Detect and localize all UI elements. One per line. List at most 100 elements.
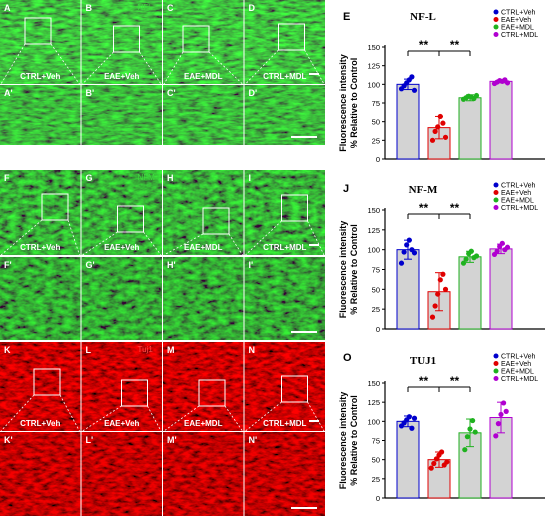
y-tick-label: 25 [372,136,380,145]
y-tick-label: 125 [367,398,380,407]
data-point [429,314,436,320]
panel-letter: F' [4,260,12,270]
zoom-guide-line [143,231,162,256]
group-label: CTRL+Veh [20,243,60,252]
data-point [398,260,405,266]
y-tick-label: 150 [367,206,380,215]
legend-label: CTRL+MDL [501,32,538,39]
y-tick-label: 125 [367,62,380,71]
data-point [406,414,412,420]
panel-letter: I [249,173,252,183]
data-point [467,426,473,432]
micrograph-texture [0,342,81,431]
panel-letter: K [4,345,11,355]
y-tick-label: 0 [376,494,380,503]
zoom-box [182,25,210,53]
y-axis-label: % Relative to Control [349,58,359,149]
legend-marker [493,190,499,195]
y-tick-label: 0 [376,325,380,334]
zoom-guide-line [50,43,80,85]
legend-label: CTRL+Veh [501,10,536,17]
y-tick-label: 25 [372,305,380,314]
micrograph-texture [244,170,325,255]
panel-letter: C [167,3,174,13]
chart-title: NF-L [410,11,436,23]
y-axis-label: % Relative to Control [349,395,359,486]
panel-letter: A [4,3,11,13]
legend-label: EAE+Veh [501,190,531,197]
legend-marker [493,182,499,188]
micrograph-group-tuj1: K CTRL+Veh L EAE+Veh M EAE+MDL N CTRL+MDL Tuj1 K'… [0,342,325,516]
panel-letter: D' [249,88,258,98]
group-label: CTRL+Veh [20,419,60,428]
zoom-guide-line [245,220,282,256]
chart-title: NF-M [409,184,438,196]
data-point [442,134,449,140]
y-tick-label: 50 [372,456,380,465]
micrograph-texture [81,170,162,255]
zoom-box [33,368,61,396]
panel-letter: H' [167,260,176,270]
zoom-box [278,23,305,51]
panel-letter: M [167,345,175,355]
micrograph-zoom-texture [81,257,162,340]
y-tick-label: 100 [367,80,380,89]
zoom-guide-line [224,405,243,432]
group-label: EAE+Veh [104,72,139,81]
panel-letter: I' [249,260,254,270]
group-label: CTRL+MDL [263,419,306,428]
zoom-guide-line [139,51,162,85]
zoom-box [281,375,308,403]
micrograph-texture [0,0,81,84]
y-tick-label: 50 [372,118,380,127]
zoom-guide-line [82,51,114,85]
legend-marker [493,24,499,30]
data-point [495,421,501,427]
panel-letter: O [343,352,352,364]
legend-marker [493,376,499,381]
zoom-guide-line [163,405,200,432]
micrograph-texture [244,0,325,84]
y-tick-label: 75 [372,99,380,108]
y-tick-label: 0 [376,155,380,164]
y-tick-label: 100 [367,246,380,255]
group-label: EAE+MDL [184,243,223,252]
zoom-box [121,379,148,407]
panel-letter: A' [4,88,13,98]
legend-label: CTRL+Veh [501,183,536,190]
legend-label: EAE+Veh [501,17,531,24]
legend-marker [493,9,499,15]
data-point [473,253,480,259]
panel-letter: D [249,3,256,13]
data-point [437,113,443,120]
stain-label: Tuj1 [138,345,154,354]
legend-marker [493,353,499,359]
micrograph-zoom-texture [244,432,325,516]
chart-nf-m: 0 25 50 75 100 125 150 Fluorescence intensity% … [338,182,545,334]
data-point [439,449,445,455]
data-point [429,137,436,143]
data-point [440,271,446,277]
legend-label: EAE+MDL [501,198,534,205]
y-tick-label: 150 [367,379,380,388]
micrograph-zoom-texture [244,257,325,340]
data-point [442,286,449,292]
zoom-box [41,193,69,221]
data-point [494,248,500,254]
panel-letter: H [167,173,174,183]
data-point [409,425,415,431]
zoom-guide-line [304,49,325,85]
stain-label: NFM [138,173,156,182]
zoom-guide-line [163,233,204,256]
data-point [435,124,441,130]
zoom-guide-line [307,401,325,432]
micrograph-zoom-texture [244,85,325,145]
zoom-guide-line [0,219,43,256]
y-axis-label: Fluorescence intensity [338,221,348,319]
data-point [411,250,418,256]
group-label: EAE+Veh [104,243,139,252]
micrograph-zoom-texture [81,85,162,145]
data-point [406,237,412,243]
panel-letter: G' [86,260,95,270]
